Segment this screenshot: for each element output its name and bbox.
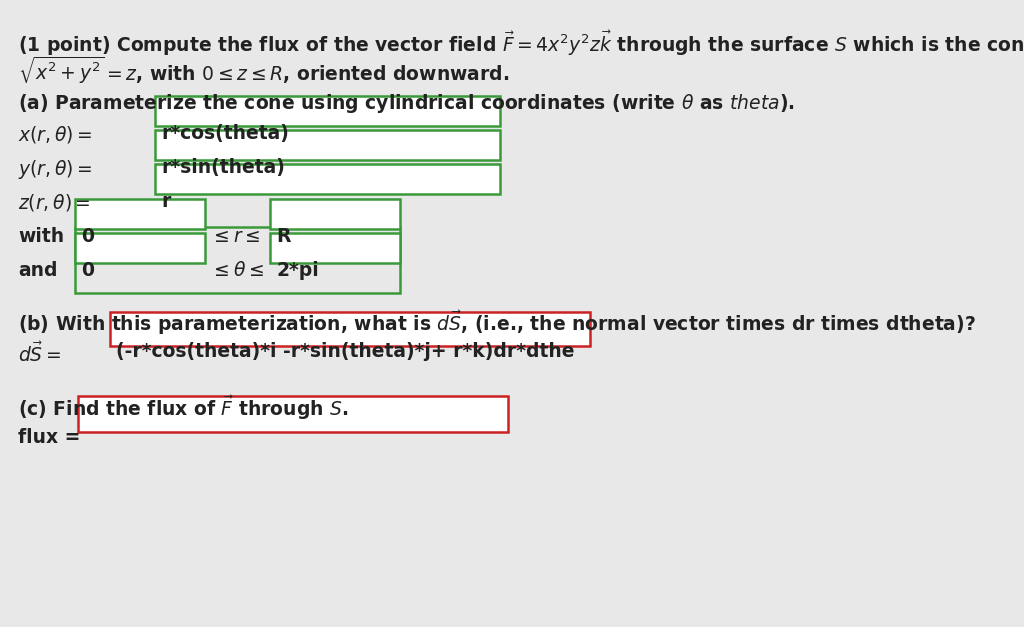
- Text: $\mathbf{(b)}$ With this parameterization, what is $d\vec{S}$, (i.e., the normal: $\mathbf{(b)}$ With this parameterizatio…: [18, 309, 976, 337]
- Text: (1 point) Compute the flux of the vector field $\vec{F} = 4x^2y^2z\vec{k}$ throu: (1 point) Compute the flux of the vector…: [18, 29, 1024, 58]
- FancyBboxPatch shape: [78, 396, 508, 432]
- Text: with: with: [18, 227, 65, 246]
- FancyBboxPatch shape: [270, 199, 400, 229]
- FancyBboxPatch shape: [75, 233, 205, 263]
- Text: R: R: [276, 227, 291, 246]
- Text: r*sin(theta): r*sin(theta): [161, 158, 285, 177]
- Text: $x(r, \theta) =$: $x(r, \theta) =$: [18, 124, 92, 145]
- FancyBboxPatch shape: [155, 164, 500, 194]
- Text: r*cos(theta): r*cos(theta): [161, 124, 289, 143]
- FancyBboxPatch shape: [155, 96, 500, 126]
- FancyBboxPatch shape: [155, 130, 500, 160]
- Text: r: r: [161, 192, 170, 211]
- Text: flux =: flux =: [18, 428, 80, 447]
- Text: 2*pi: 2*pi: [276, 261, 318, 280]
- Text: and: and: [18, 261, 57, 280]
- Text: 0: 0: [81, 261, 94, 280]
- Text: $d\vec{S} =$: $d\vec{S} =$: [18, 342, 61, 366]
- Text: $\sqrt{x^2 + y^2} = z$, with $0 \leq z \leq R$, oriented downward.: $\sqrt{x^2 + y^2} = z$, with $0 \leq z \…: [18, 55, 509, 87]
- Text: $\mathbf{(a)}$ Parameterize the cone using cylindrical coordinates (write $\thet: $\mathbf{(a)}$ Parameterize the cone usi…: [18, 92, 795, 115]
- FancyBboxPatch shape: [75, 227, 400, 293]
- Text: $y(r, \theta) =$: $y(r, \theta) =$: [18, 158, 92, 181]
- Text: $z(r, \theta) =$: $z(r, \theta) =$: [18, 192, 91, 213]
- Text: $\mathbf{(c)}$ Find the flux of $\vec{F}$ through $S$.: $\mathbf{(c)}$ Find the flux of $\vec{F}…: [18, 394, 348, 422]
- FancyBboxPatch shape: [110, 312, 590, 346]
- Text: 0: 0: [81, 227, 94, 246]
- FancyBboxPatch shape: [270, 233, 400, 263]
- FancyBboxPatch shape: [75, 199, 205, 229]
- Text: (-r*cos(theta)*i -r*sin(theta)*j+ r*k)dr*dthe: (-r*cos(theta)*i -r*sin(theta)*j+ r*k)dr…: [116, 342, 574, 361]
- Text: $\leq r \leq$: $\leq r \leq$: [210, 227, 260, 246]
- Text: $\leq \theta \leq$: $\leq \theta \leq$: [210, 261, 264, 280]
